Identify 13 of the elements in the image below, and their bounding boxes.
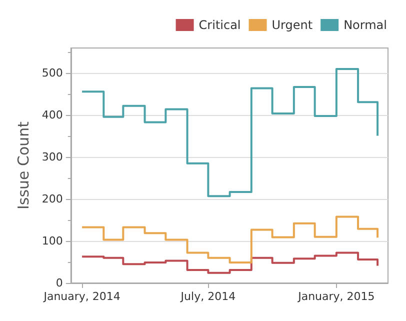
y-tick-label: 300 — [42, 150, 63, 164]
y-tick-label: 400 — [42, 108, 63, 122]
y-tick-label: 0 — [56, 276, 63, 290]
y-axis-title: Issue Count — [14, 121, 32, 210]
x-tick-label: July, 2014 — [180, 290, 236, 303]
legend-label: Urgent — [272, 18, 313, 32]
legend-label: Critical — [198, 18, 241, 32]
y-tick-label: 100 — [42, 234, 63, 248]
x-tick-label: January, 2015 — [297, 290, 375, 303]
legend-label: Normal — [344, 18, 388, 32]
y-tick-label: 500 — [42, 66, 63, 80]
x-tick-label: January, 2014 — [42, 290, 120, 303]
y-tick-label: 200 — [42, 192, 63, 206]
